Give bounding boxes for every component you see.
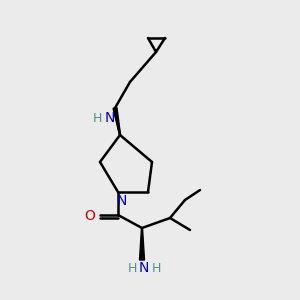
Text: N: N [139, 261, 149, 275]
Text: H: H [151, 262, 161, 275]
Text: N: N [105, 111, 115, 125]
Text: O: O [85, 209, 95, 223]
Polygon shape [113, 108, 121, 135]
Polygon shape [140, 228, 145, 260]
Text: H: H [92, 112, 102, 124]
Text: N: N [117, 194, 127, 208]
Text: H: H [127, 262, 137, 275]
